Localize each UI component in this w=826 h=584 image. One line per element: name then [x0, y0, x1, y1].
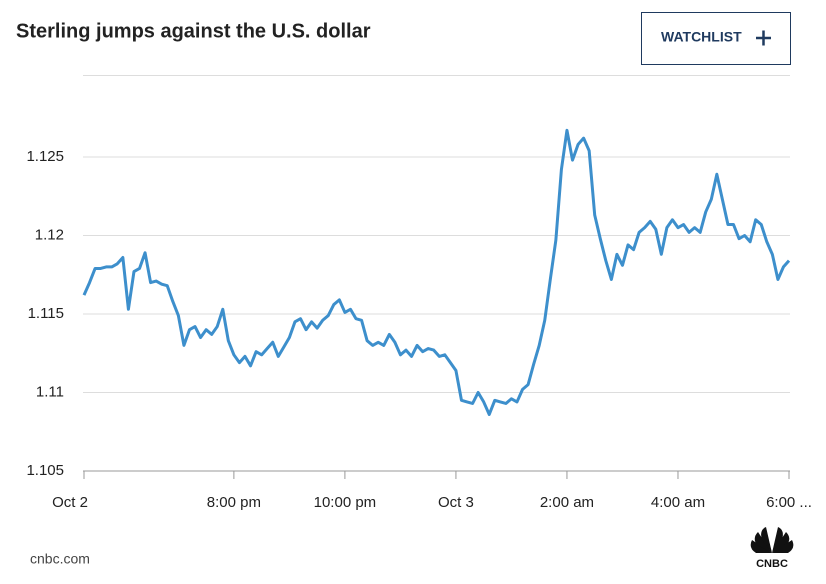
x-tick-label: 8:00 pm	[207, 494, 261, 511]
logo-feather	[772, 540, 794, 553]
y-tick-label: 1.125	[26, 148, 64, 165]
button-label[interactable]: WATCHLIST	[661, 29, 742, 45]
x-tick-label: 6:00 ...	[766, 494, 812, 511]
y-tick-label: 1.12	[35, 226, 64, 243]
logo-feather	[772, 532, 790, 553]
y-tick-label: 1.11	[36, 383, 64, 400]
watchlist-button[interactable]: WATCHLIST	[641, 12, 791, 65]
source: cnbc.com	[30, 551, 90, 567]
plus-icon[interactable]	[756, 30, 771, 46]
x-tick-label: Oct 2	[52, 494, 88, 511]
price-line	[82, 128, 791, 416]
logo-feather	[772, 527, 783, 553]
cnbc-logo: CNBC	[750, 527, 794, 570]
x-tick-label: Oct 3	[438, 494, 474, 511]
logo-feather	[761, 527, 772, 553]
y-tick-label: 1.115	[28, 305, 64, 322]
x-tick-label: 10:00 pm	[314, 494, 377, 511]
y-tick-label: 1.105	[26, 462, 64, 479]
logo-feather	[754, 532, 772, 553]
x-tick-label: 4:00 am	[651, 494, 705, 511]
logo-text: CNBC	[756, 558, 788, 570]
chart-title: Sterling jumps against the U.S. dollar	[16, 20, 371, 42]
x-tick-label: 2:00 am	[540, 494, 594, 511]
